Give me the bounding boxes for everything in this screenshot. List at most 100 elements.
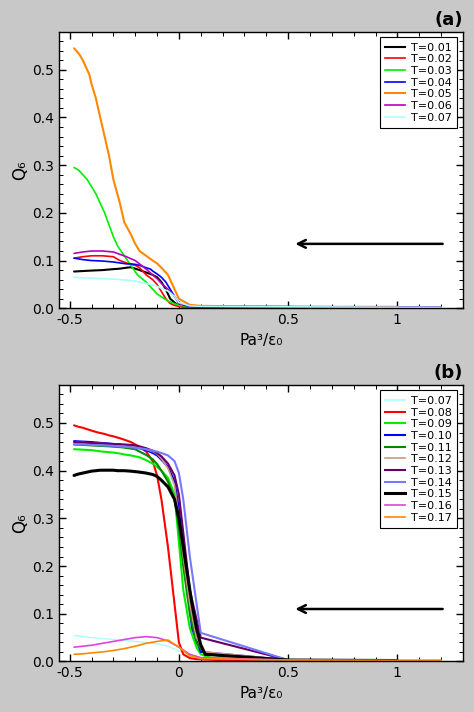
T=0.01 <box>172 298 177 307</box>
T=0.03 <box>89 182 94 191</box>
T=0.11 <box>193 638 199 646</box>
T=0.07 <box>172 292 177 300</box>
T=0.16 <box>100 639 105 648</box>
T=0.16 <box>80 642 86 651</box>
T=0.15 <box>198 641 204 649</box>
T=0.14 <box>121 443 127 451</box>
T=0.08 <box>215 656 221 664</box>
X-axis label: Pa³/ε₀: Pa³/ε₀ <box>239 333 283 347</box>
Legend: T=0.01, T=0.02, T=0.03, T=0.04, T=0.05, T=0.06, T=0.07: T=0.01, T=0.02, T=0.03, T=0.04, T=0.05, … <box>380 37 457 128</box>
T=0.15 <box>80 468 86 477</box>
T=0.05 <box>187 300 192 309</box>
T=0.09 <box>132 452 138 461</box>
T=0.06 <box>176 299 182 308</box>
T=0.08 <box>187 654 192 662</box>
T=0.12 <box>285 656 291 664</box>
T=0.14 <box>154 447 160 456</box>
T=0.01 <box>89 266 94 275</box>
Line: T=0.10: T=0.10 <box>74 441 397 661</box>
T=0.15 <box>159 476 164 484</box>
T=0.15 <box>176 514 182 523</box>
T=0.09 <box>150 459 155 468</box>
T=0.15 <box>185 571 191 580</box>
T=0.03 <box>98 199 103 208</box>
T=0.13 <box>100 439 105 448</box>
T=0.09 <box>187 624 192 632</box>
T=0.01 <box>117 264 123 273</box>
T=0.07 <box>117 276 123 284</box>
T=0.09 <box>198 650 204 659</box>
T=0.02 <box>71 254 77 263</box>
T=0.05 <box>73 46 79 55</box>
T=0.14 <box>150 446 155 455</box>
T=0.05 <box>154 259 160 268</box>
T=0.08 <box>75 422 81 431</box>
T=0.01 <box>100 266 105 274</box>
T=0.14 <box>187 553 192 561</box>
T=0.15 <box>181 543 186 551</box>
T=0.13 <box>80 439 86 447</box>
T=0.10 <box>100 439 105 447</box>
T=0.17 <box>100 648 105 656</box>
T=0.10 <box>80 437 86 446</box>
T=0.09 <box>159 466 164 475</box>
Line: T=0.02: T=0.02 <box>74 256 441 308</box>
T=0.07 <box>176 298 182 307</box>
Line: T=0.17: T=0.17 <box>74 640 441 661</box>
T=0.07 <box>80 273 86 282</box>
T=0.12 <box>89 439 94 447</box>
T=0.07 <box>198 654 204 662</box>
T=0.04 <box>163 278 169 286</box>
T=0.07 <box>187 302 192 310</box>
T=0.15 <box>110 466 116 474</box>
T=0.07 <box>159 284 164 293</box>
T=0.01 <box>150 271 155 279</box>
T=0.05 <box>159 263 164 272</box>
T=0.13 <box>89 439 94 447</box>
T=0.07 <box>150 281 155 289</box>
T=0.12 <box>150 447 155 456</box>
T=0.17 <box>198 654 204 663</box>
T=0.04 <box>154 270 160 278</box>
T=0.09 <box>154 463 160 471</box>
T=0.01 <box>220 303 226 311</box>
Line: T=0.13: T=0.13 <box>74 442 397 661</box>
T=0.07 <box>110 275 116 283</box>
T=0.11 <box>132 445 138 454</box>
T=0.06 <box>110 248 116 256</box>
T=0.07 <box>71 631 77 639</box>
T=0.16 <box>285 656 291 664</box>
T=0.10 <box>117 440 123 449</box>
T=0.03 <box>150 285 155 293</box>
T=0.13 <box>176 491 182 499</box>
T=0.14 <box>198 629 204 637</box>
T=0.13 <box>198 634 204 642</box>
T=0.15 <box>71 471 77 480</box>
T=0.16 <box>154 634 160 642</box>
T=0.06 <box>159 279 164 288</box>
T=0.05 <box>143 251 149 260</box>
T=0.11 <box>176 523 182 532</box>
T=0.02 <box>394 303 400 312</box>
T=0.06 <box>150 271 155 279</box>
T=0.02 <box>198 303 204 311</box>
T=0.05 <box>100 122 105 131</box>
T=0.07 <box>80 632 86 641</box>
T=0.17 <box>176 643 182 651</box>
T=0.12 <box>71 438 77 446</box>
T=0.16 <box>110 637 116 646</box>
T=0.07 <box>124 276 129 284</box>
Text: (a): (a) <box>434 11 463 29</box>
T=0.17 <box>132 642 138 651</box>
T=0.08 <box>80 424 86 432</box>
T=0.04 <box>117 258 123 267</box>
T=0.17 <box>154 637 160 646</box>
Line: T=0.04: T=0.04 <box>74 258 441 308</box>
T=0.08 <box>181 650 186 659</box>
T=0.12 <box>80 439 86 447</box>
T=0.15 <box>84 468 90 476</box>
Line: T=0.16: T=0.16 <box>74 637 441 661</box>
T=0.06 <box>394 303 400 312</box>
T=0.17 <box>187 651 192 660</box>
T=0.08 <box>150 457 155 466</box>
